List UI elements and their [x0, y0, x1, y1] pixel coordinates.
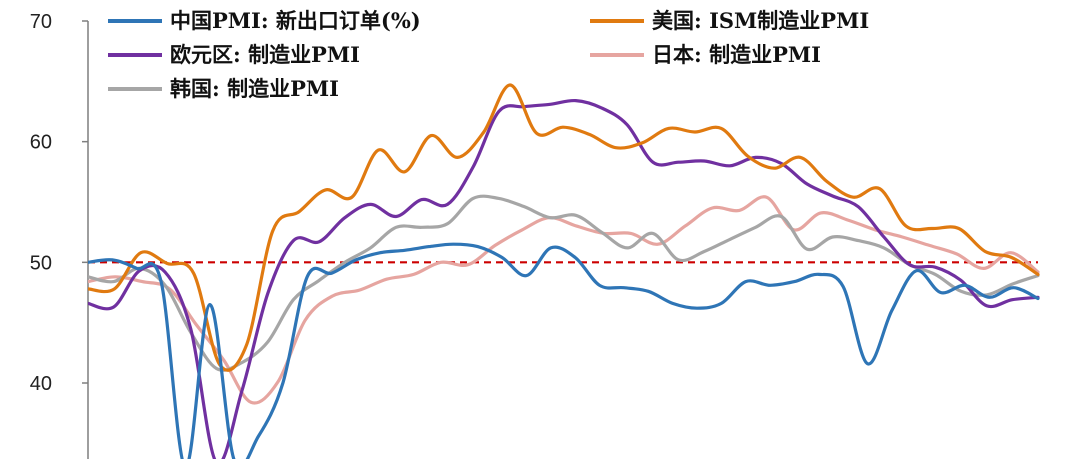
legend-item: 中国PMI: 新出口订单(%) — [108, 8, 421, 33]
legend-label: 欧元区: 制造业PMI — [170, 42, 360, 67]
y-tick-label: 60 — [30, 132, 52, 154]
series-group — [88, 83, 1040, 459]
legend-item: 美国: ISM制造业PMI — [590, 8, 869, 33]
y-tick-label: 70 — [30, 11, 52, 33]
series-line-0 — [88, 242, 1040, 459]
legend-label: 美国: ISM制造业PMI — [652, 8, 869, 33]
legend-item: 日本: 制造业PMI — [590, 42, 821, 67]
legend-label: 日本: 制造业PMI — [652, 42, 821, 67]
series-line-2 — [88, 98, 1040, 459]
y-tick-label: 50 — [30, 252, 52, 274]
legend-item: 韩国: 制造业PMI — [108, 76, 339, 101]
legend-item: 欧元区: 制造业PMI — [108, 42, 360, 67]
series-line-1 — [88, 83, 1040, 372]
legend-label: 韩国: 制造业PMI — [170, 76, 339, 101]
series-line-4 — [88, 194, 1040, 372]
y-tick-label: 40 — [30, 373, 52, 395]
legend-label: 中国PMI: 新出口订单(%) — [170, 8, 421, 33]
